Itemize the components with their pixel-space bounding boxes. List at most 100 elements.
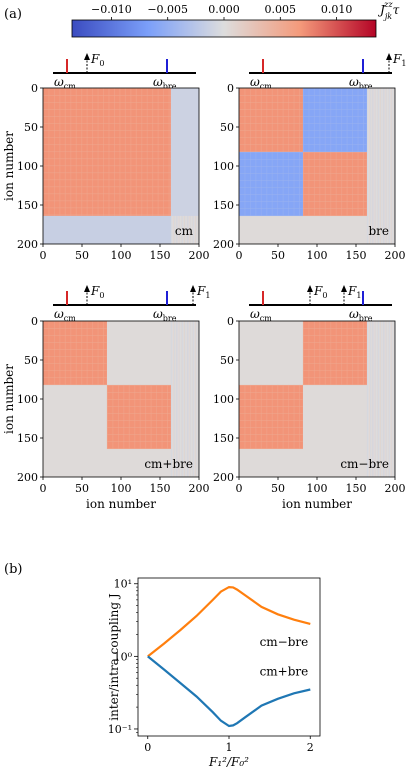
panel-b-label: (b) [4, 562, 22, 577]
matrix-texture [123, 384, 125, 449]
matrix-stripe [193, 321, 195, 477]
matrix-stripe [384, 88, 386, 244]
matrix-texture [239, 384, 240, 449]
matrix-texture [43, 123, 171, 125]
matrix-texture [239, 406, 303, 407]
matrix-stripe [380, 321, 381, 477]
matrix-texture [64, 321, 66, 385]
matrix-texture [43, 349, 107, 351]
matrix-texture [43, 321, 44, 385]
matrix-texture [308, 88, 310, 152]
chart-y-tick-label: 10¹ [114, 578, 132, 591]
matrix-texture [271, 384, 273, 449]
matrix-texture [239, 144, 303, 146]
matrix-texture [302, 335, 367, 336]
matrix-texture [249, 151, 251, 216]
matrix-texture [239, 208, 303, 210]
matrix-block [106, 384, 171, 449]
matrix-texture [43, 102, 171, 103]
matrix-stripe [175, 321, 177, 477]
matrix-texture [106, 448, 171, 450]
x-tick-label: 150 [150, 482, 171, 495]
chart-frame [137, 577, 321, 737]
matrix-texture [255, 88, 257, 152]
matrix-stripe [188, 321, 189, 477]
matrix-texture [352, 151, 354, 216]
matrix-stripe [184, 321, 186, 477]
matrix-texture [239, 116, 303, 118]
matrix-stripe [195, 321, 197, 477]
x-tick-label: 200 [189, 482, 210, 495]
matrix-stripe [367, 88, 369, 244]
matrix-texture [43, 137, 171, 139]
chart-y-tick-label: 10⁻¹ [108, 723, 132, 736]
matrix-texture [299, 151, 300, 216]
matrix-texture [302, 180, 367, 181]
matrix-stripe [366, 88, 368, 244]
chart-x-tick-label: 2 [307, 741, 314, 754]
force-arrowhead [84, 53, 90, 60]
matrix-texture [293, 384, 295, 449]
y-tick-label: 0 [31, 315, 38, 328]
matrix-stripe [380, 88, 382, 244]
chart-x-tick-label: 1 [226, 741, 233, 754]
matrix-texture [43, 342, 107, 343]
matrix-texture [97, 321, 99, 385]
y-tick-label: 150 [213, 199, 234, 212]
matrix-texture [75, 321, 77, 385]
matrix-texture [302, 201, 367, 203]
matrix-texture [346, 151, 348, 216]
x-tick-label: 50 [75, 249, 89, 262]
matrix-stripe [390, 321, 392, 477]
matrix-stripe [377, 88, 379, 244]
matrix-texture [330, 151, 332, 216]
colorbar-tick-label: 0.000 [208, 3, 240, 16]
matrix-stripe [186, 321, 188, 477]
matrix-stripe [382, 321, 384, 477]
matrix-texture [43, 95, 171, 96]
force-arrowhead [190, 285, 196, 292]
matrix-stripe [390, 88, 392, 244]
matrix-texture [106, 434, 171, 436]
matrix-texture [43, 109, 171, 110]
matrix-stripe [185, 321, 187, 477]
matrix-texture [282, 88, 284, 152]
matrix-stripe [191, 321, 192, 477]
matrix-texture [239, 413, 303, 414]
matrix-stripe [374, 321, 376, 477]
matrix-texture [106, 384, 171, 386]
matrix-texture [302, 356, 367, 358]
matrix-texture [302, 95, 367, 96]
matrix-texture [43, 384, 107, 386]
matrix-texture [271, 151, 273, 216]
matrix-texture [167, 384, 168, 449]
matrix-stripe [374, 88, 376, 244]
matrix-texture [239, 88, 303, 89]
x-tick-label: 0 [236, 249, 243, 262]
matrix-stripe [370, 321, 371, 477]
matrix-texture [59, 321, 61, 385]
matrix-texture [156, 384, 158, 449]
matrix-stripe [372, 321, 374, 477]
matrix-xlabel: ion number [282, 497, 352, 511]
matrix-texture [335, 321, 337, 385]
matrix-texture [302, 88, 367, 89]
matrix-stripe [377, 321, 379, 477]
matrix-stripe [371, 321, 373, 477]
matrix-texture [43, 186, 171, 188]
matrix-texture [302, 384, 367, 386]
matrix-texture [335, 88, 337, 152]
matrix-texture [239, 180, 303, 181]
matrix-texture [363, 88, 364, 152]
matrix-stripe [372, 88, 374, 244]
matrix-block [239, 88, 303, 152]
force-label: F1 [347, 284, 361, 300]
matrix-stripe [368, 88, 370, 244]
matrix-texture [48, 321, 50, 385]
matrix-stripe [389, 88, 391, 244]
matrix-texture [293, 88, 295, 152]
matrix-stripe [376, 321, 378, 477]
matrix-texture [302, 328, 367, 329]
matrix-texture [239, 166, 303, 167]
